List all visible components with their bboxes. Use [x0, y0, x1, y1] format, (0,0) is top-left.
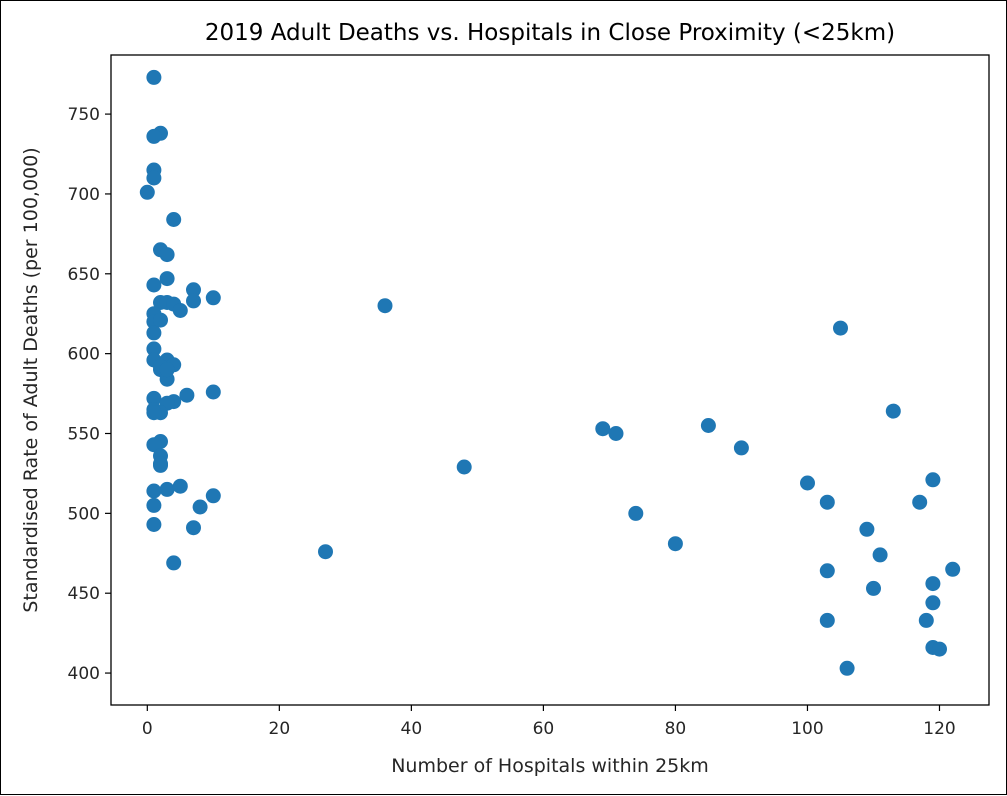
- data-point: [205, 384, 221, 400]
- data-point: [186, 282, 201, 298]
- data-point: [153, 456, 168, 472]
- data-point: [146, 390, 162, 406]
- data-point: [885, 403, 901, 419]
- data-point: [146, 517, 162, 532]
- data-points: [139, 69, 961, 676]
- data-point: [146, 405, 162, 421]
- x-tick-label: 120: [923, 719, 955, 739]
- data-point: [159, 247, 175, 263]
- data-point: [172, 478, 188, 494]
- y-tick-label: 400: [68, 664, 100, 684]
- data-point: [159, 481, 175, 497]
- data-point: [925, 472, 941, 488]
- x-axis-label: Number of Hospitals within 25km: [391, 755, 709, 777]
- y-tick-label: 550: [68, 425, 100, 445]
- data-point: [839, 660, 855, 676]
- data-point: [159, 271, 175, 287]
- data-point: [146, 341, 162, 357]
- data-point: [819, 612, 835, 628]
- data-point: [146, 170, 162, 186]
- data-point: [318, 544, 333, 560]
- data-point: [700, 418, 716, 433]
- data-point: [628, 505, 644, 521]
- y-tick-label: 450: [68, 584, 100, 604]
- x-tick-label: 80: [665, 719, 687, 739]
- data-point: [205, 488, 221, 504]
- data-point: [146, 69, 162, 85]
- data-point: [153, 312, 168, 328]
- data-point: [146, 128, 162, 144]
- data-point: [595, 421, 611, 437]
- data-point: [872, 547, 888, 563]
- data-point: [146, 325, 162, 341]
- data-point: [833, 320, 848, 336]
- data-point: [146, 437, 162, 453]
- data-point: [186, 293, 201, 309]
- data-point: [186, 520, 201, 536]
- data-point: [945, 561, 961, 577]
- data-point: [800, 475, 815, 491]
- data-point: [608, 426, 624, 441]
- data-point: [667, 536, 683, 552]
- data-point: [819, 563, 835, 579]
- data-point: [859, 521, 875, 537]
- y-axis-ticks: 400 450 500 550 600 650 700 750: [68, 105, 111, 684]
- data-point: [733, 440, 749, 456]
- y-tick-label: 500: [68, 504, 100, 524]
- data-point: [925, 576, 941, 592]
- data-point: [925, 595, 941, 611]
- data-point: [912, 494, 928, 510]
- plot-area-border: [110, 54, 990, 706]
- data-point: [159, 362, 175, 378]
- data-point: [819, 494, 835, 510]
- y-tick-label: 650: [68, 265, 100, 285]
- data-point: [192, 499, 208, 515]
- x-axis-ticks: 0 20 40 60 80 100 120: [142, 705, 956, 739]
- data-point: [456, 459, 472, 475]
- data-point: [377, 298, 393, 314]
- data-point: [205, 290, 221, 306]
- data-point: [146, 277, 162, 293]
- y-tick-label: 700: [68, 185, 100, 205]
- chart-title: 2019 Adult Deaths vs. Hospitals in Close…: [205, 20, 895, 46]
- y-axis-label: Standardised Rate of Adult Deaths (per 1…: [20, 147, 42, 612]
- data-point: [918, 612, 934, 628]
- data-point: [146, 497, 162, 513]
- data-point: [179, 387, 195, 403]
- data-point: [139, 184, 155, 200]
- x-tick-label: 40: [401, 719, 423, 739]
- data-point: [166, 555, 182, 571]
- data-point: [932, 641, 947, 657]
- x-tick-label: 100: [791, 719, 823, 739]
- x-tick-label: 0: [142, 719, 153, 739]
- data-point: [866, 580, 881, 596]
- y-tick-label: 750: [68, 105, 100, 125]
- data-point: [146, 483, 162, 499]
- y-tick-label: 600: [68, 345, 100, 365]
- x-tick-label: 20: [269, 719, 291, 739]
- data-point: [166, 212, 182, 227]
- x-tick-label: 60: [533, 719, 555, 739]
- data-point: [172, 303, 188, 318]
